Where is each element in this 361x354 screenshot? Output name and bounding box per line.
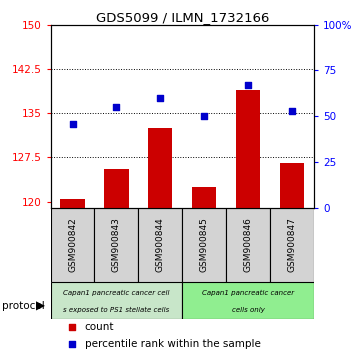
- Point: [245, 82, 251, 88]
- Text: Capan1 pancreatic cancer: Capan1 pancreatic cancer: [202, 290, 294, 296]
- Text: GSM900844: GSM900844: [156, 217, 165, 272]
- Text: GSM900847: GSM900847: [288, 217, 297, 272]
- Bar: [148, 128, 173, 207]
- Text: GSM900843: GSM900843: [112, 217, 121, 272]
- Bar: [60, 199, 84, 207]
- Point: [157, 95, 163, 101]
- Text: GSM900846: GSM900846: [244, 217, 253, 272]
- Text: s exposed to PS1 stellate cells: s exposed to PS1 stellate cells: [63, 307, 170, 313]
- Bar: [182, 282, 314, 319]
- Bar: [104, 169, 129, 207]
- Bar: [280, 164, 304, 207]
- Bar: [51, 282, 182, 319]
- Point: [69, 324, 74, 330]
- Point: [289, 108, 295, 114]
- Bar: [236, 90, 260, 207]
- Point: [113, 104, 119, 110]
- Point: [201, 113, 207, 119]
- Point: [69, 341, 74, 347]
- Text: cells only: cells only: [232, 307, 265, 313]
- Text: GSM900842: GSM900842: [68, 217, 77, 272]
- Text: percentile rank within the sample: percentile rank within the sample: [85, 339, 261, 349]
- Bar: [51, 207, 95, 282]
- Bar: [270, 207, 314, 282]
- Text: protocol: protocol: [2, 301, 44, 311]
- Text: Capan1 pancreatic cancer cell: Capan1 pancreatic cancer cell: [63, 290, 170, 296]
- Title: GDS5099 / ILMN_1732166: GDS5099 / ILMN_1732166: [96, 11, 269, 24]
- Bar: [182, 207, 226, 282]
- Text: count: count: [85, 322, 114, 332]
- Bar: [95, 207, 138, 282]
- Bar: [192, 187, 216, 207]
- Bar: [226, 207, 270, 282]
- Point: [70, 121, 75, 126]
- Text: ▶: ▶: [36, 300, 45, 313]
- Text: GSM900845: GSM900845: [200, 217, 209, 272]
- Bar: [138, 207, 182, 282]
